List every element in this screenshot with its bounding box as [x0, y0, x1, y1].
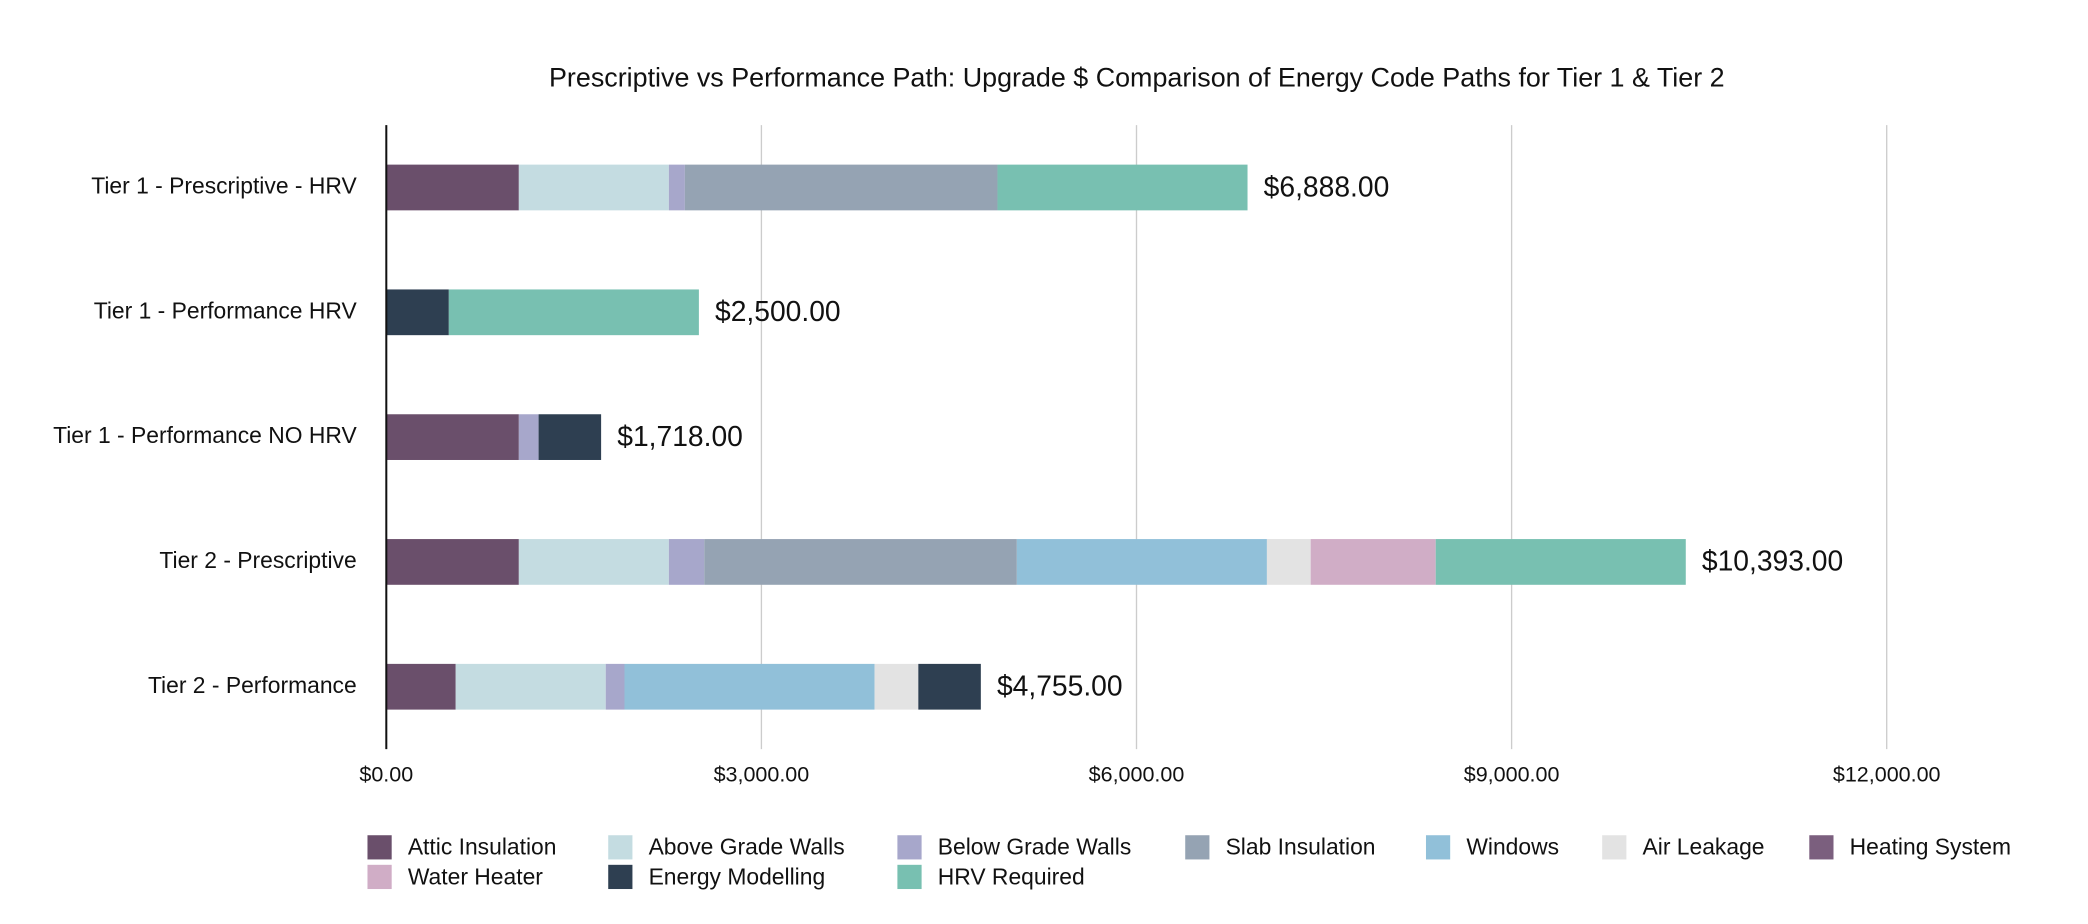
bar-segment — [386, 289, 449, 336]
total-label: $2,500.00 — [715, 295, 841, 327]
legend-label: Above Grade Walls — [649, 834, 845, 860]
total-label: $1,718.00 — [617, 420, 743, 452]
bar-segment — [1435, 539, 1686, 585]
x-tick-label: $0.00 — [359, 763, 413, 787]
legend-swatch — [897, 835, 922, 860]
legend-label: Air Leakage — [1643, 834, 1765, 860]
legend-swatch — [1809, 835, 1834, 860]
legend-label: Attic Insulation — [408, 834, 557, 860]
legend-label: Energy Modelling — [649, 863, 826, 889]
bar-segment — [1016, 539, 1267, 585]
total-label: $10,393.00 — [1702, 545, 1843, 577]
bar-segment — [624, 663, 875, 710]
legend-swatch — [1602, 835, 1627, 860]
y-tick-label: Tier 1 - Prescriptive - HRV — [91, 173, 357, 199]
x-tick-label: $9,000.00 — [1464, 763, 1560, 787]
x-tick-label: $6,000.00 — [1089, 763, 1185, 787]
total-label: $4,755.00 — [997, 670, 1123, 702]
legend-swatch — [1425, 835, 1451, 860]
bar-segment — [386, 414, 519, 460]
bar-segment — [874, 663, 919, 710]
legend-label: HRV Required — [938, 863, 1085, 889]
bar-segment — [1310, 539, 1436, 585]
bar-segment — [997, 164, 1248, 211]
legend-label: Heating System — [1850, 834, 2011, 860]
x-tick-label: $12,000.00 — [1833, 763, 1941, 787]
legend-label: Windows — [1466, 834, 1559, 860]
bar-segment — [448, 289, 699, 336]
x-tick-label: $3,000.00 — [714, 763, 810, 787]
y-tick-label: Tier 1 - Performance NO HRV — [53, 422, 357, 448]
y-tick-label: Tier 2 - Prescriptive — [159, 547, 356, 573]
bar-segment — [518, 164, 669, 211]
chart-title: Prescriptive vs Performance Path: Upgrad… — [549, 62, 1725, 92]
bar-segment — [668, 164, 685, 211]
bar-segment — [605, 663, 625, 710]
legend-swatch — [367, 835, 392, 860]
legend-swatch — [1185, 835, 1210, 860]
legend-swatch — [608, 835, 633, 860]
legend-swatch — [897, 864, 922, 890]
legend-swatch — [608, 864, 633, 890]
legend-label: Below Grade Walls — [938, 834, 1132, 860]
bar-segment — [386, 164, 519, 211]
bar-segment — [386, 539, 519, 585]
legend-label: Water Heater — [408, 863, 543, 889]
bar-segment — [455, 663, 606, 710]
bar-segment — [704, 539, 1017, 585]
y-tick-label: Tier 1 - Performance HRV — [94, 297, 358, 323]
bar-segment — [1266, 539, 1311, 585]
total-label: $6,888.00 — [1264, 170, 1390, 202]
bar-segment — [518, 414, 539, 460]
bar-segment — [668, 539, 705, 585]
legend-swatch — [367, 864, 392, 890]
y-tick-label: Tier 2 - Performance — [148, 672, 357, 698]
bar-segment — [386, 663, 456, 710]
bar-segment — [684, 164, 998, 211]
bar-segment — [918, 663, 981, 710]
legend-label: Slab Insulation — [1226, 834, 1376, 860]
bar-segment — [518, 539, 669, 585]
bar-segment — [538, 414, 602, 460]
